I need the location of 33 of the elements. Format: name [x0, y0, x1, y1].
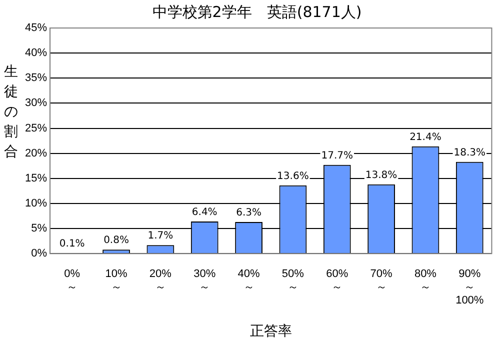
x-tick-label: 60% ～	[326, 268, 348, 294]
x-tick-label: 80% ～	[414, 268, 437, 294]
y-tick-label: 20%	[24, 147, 48, 160]
x-axis-title: 正答率	[250, 322, 292, 338]
x-tick-label: 70% ～	[370, 268, 393, 294]
x-tick-label: 20% ～	[149, 268, 172, 294]
x-tick-label: 50% ～	[282, 268, 304, 294]
data-label: 17.7%	[321, 150, 354, 162]
data-label: 21.4%	[410, 132, 442, 143]
y-tick-label: 45%	[24, 22, 48, 34]
data-label: 1.7%	[148, 230, 174, 242]
x-tick-label: 40% ～	[238, 268, 260, 294]
y-tick-label: 10%	[24, 198, 48, 210]
y-tick-label: 40%	[24, 47, 48, 60]
x-tick-label: 90% ～ 100%	[456, 268, 484, 307]
y-tick-label: 5%	[31, 222, 48, 235]
data-label: 13.8%	[365, 170, 398, 182]
data-label: 13.6%	[277, 171, 309, 182]
x-tick-label: 10% ～	[105, 268, 128, 294]
y-tick-label: 0%	[31, 248, 48, 260]
data-label: 6.4%	[192, 207, 218, 218]
data-label: 0.1%	[59, 238, 85, 250]
data-label: 0.8%	[104, 235, 129, 246]
x-tick-label: 0% ～	[64, 268, 80, 294]
chart-title: 中学校第2学年 英語(8171人)	[152, 2, 362, 21]
data-label: 18.3%	[454, 147, 486, 158]
y-tick-label: 15%	[24, 172, 48, 184]
data-label: 6.3%	[236, 208, 262, 219]
y-axis-title: 生徒の割合	[3, 63, 19, 162]
x-tick-label: 30% ～	[194, 268, 216, 294]
y-tick-label: 25%	[24, 122, 48, 134]
y-tick-label: 35%	[24, 72, 48, 84]
y-tick-label: 30%	[24, 97, 48, 110]
